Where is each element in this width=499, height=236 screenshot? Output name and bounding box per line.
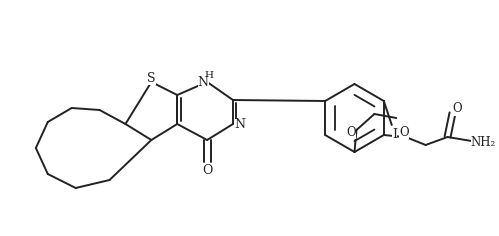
Text: O: O <box>347 126 356 139</box>
Text: O: O <box>453 102 462 115</box>
Text: N: N <box>198 76 209 89</box>
Text: N: N <box>235 118 246 131</box>
Text: NH₂: NH₂ <box>471 135 496 148</box>
Text: O: O <box>399 126 409 139</box>
Text: S: S <box>147 72 156 84</box>
Text: O: O <box>202 164 212 177</box>
Text: I: I <box>392 127 397 140</box>
Text: H: H <box>205 72 214 80</box>
